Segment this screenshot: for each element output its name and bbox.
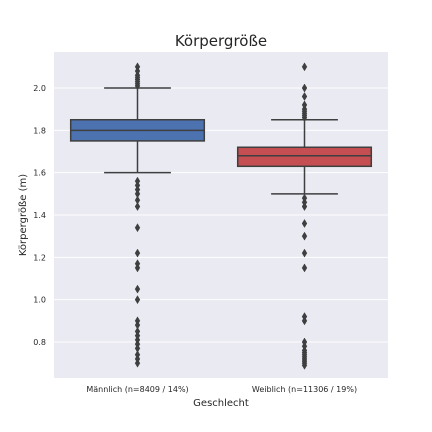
outlier-point xyxy=(134,248,141,258)
outlier-point xyxy=(134,176,141,186)
x-axis-label: Geschlecht xyxy=(193,398,249,409)
y-tick-label: 1.8 xyxy=(33,126,46,135)
y-tick-label: 0.8 xyxy=(33,338,46,347)
x-tick-label: Männlich (n=8409 / 14%) xyxy=(86,385,188,394)
y-tick-label: 2.0 xyxy=(33,84,46,93)
outlier-point xyxy=(301,231,308,241)
outlier-point xyxy=(301,193,308,203)
outlier-point xyxy=(134,195,141,205)
outlier-point xyxy=(301,91,308,101)
outlier-point xyxy=(301,263,308,273)
boxes-layer xyxy=(69,62,373,370)
outlier-point xyxy=(134,259,141,269)
outlier-point xyxy=(134,223,141,233)
y-tick-label: 1.6 xyxy=(33,169,46,178)
x-tick-label: Weiblich (n=11306 / 19%) xyxy=(252,385,357,394)
outlier-point xyxy=(134,295,141,305)
axis-ticks: 0.8 1.0 1.2 1.4 1.6 1.8 2.0 Männlich (n=8409 / … xyxy=(33,84,357,394)
box-group xyxy=(236,62,373,370)
outlier-point xyxy=(301,248,308,258)
y-tick-label: 1.2 xyxy=(33,253,46,262)
outlier-point xyxy=(301,312,308,322)
outlier-point xyxy=(301,218,308,228)
outlier-point xyxy=(134,202,141,212)
outlier-point xyxy=(301,83,308,93)
outlier-point xyxy=(134,316,141,326)
outlier-point xyxy=(134,350,141,360)
box-iqr[interactable] xyxy=(236,146,373,168)
y-tick-label: 1.0 xyxy=(33,296,46,305)
outlier-point xyxy=(134,62,141,72)
box-group xyxy=(69,62,206,368)
outlier-point xyxy=(301,62,308,72)
y-axis-label: Körpergröße (m) xyxy=(18,174,29,256)
outlier-point xyxy=(134,284,141,294)
outlier-point xyxy=(301,337,308,347)
outlier-point xyxy=(134,326,141,336)
y-tick-label: 1.4 xyxy=(33,211,46,220)
chart-title: Körpergröße xyxy=(175,32,267,50)
outlier-point xyxy=(301,100,308,110)
